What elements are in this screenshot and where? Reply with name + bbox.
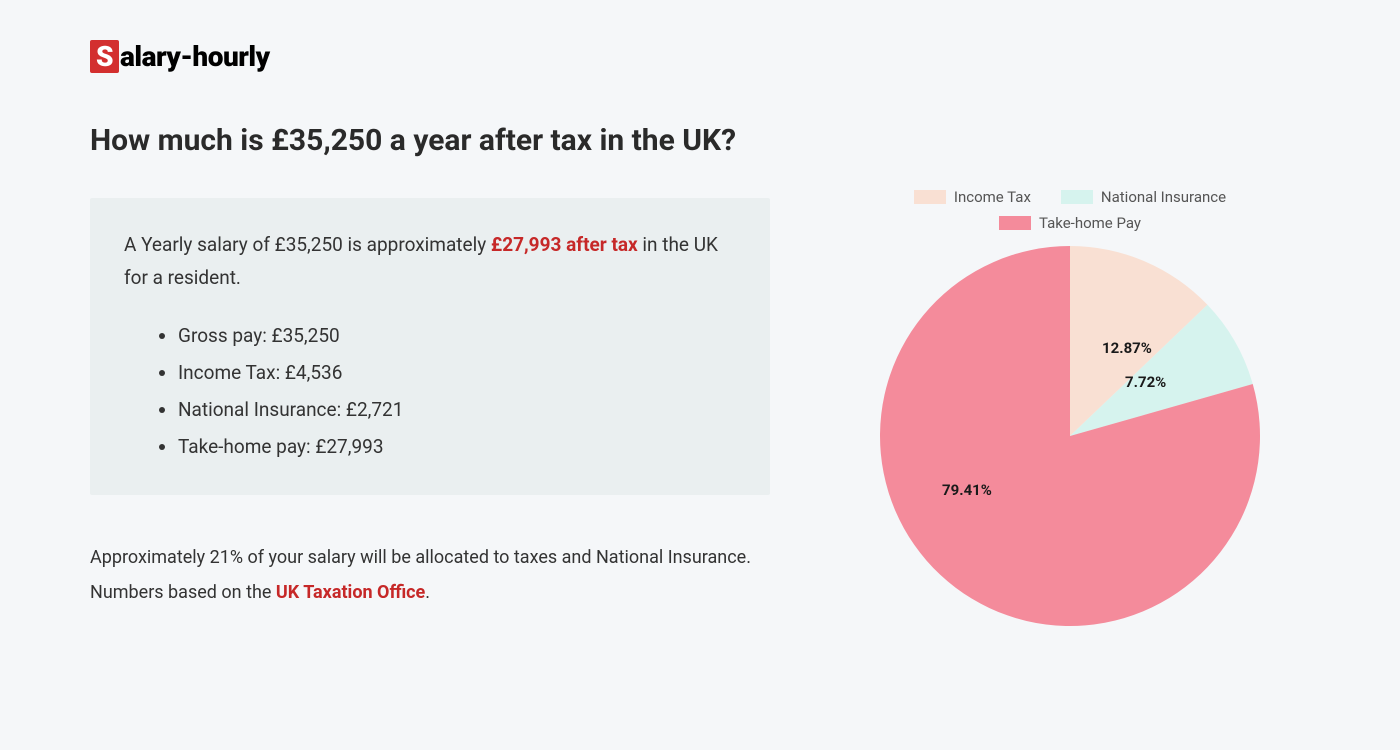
main-content: How much is £35,250 a year after tax in …	[90, 123, 1310, 626]
legend-label: Take-home Pay	[1039, 214, 1141, 232]
logo-rest: alary-hourly	[120, 40, 270, 73]
legend-item-income-tax: Income Tax	[914, 188, 1031, 206]
summary-highlight: £27,993 after tax	[491, 233, 638, 256]
right-column: Income Tax National Insurance Take-home …	[830, 123, 1310, 626]
summary-prefix: A Yearly salary of £35,250 is approximat…	[124, 233, 491, 256]
site-logo: Salary-hourly	[90, 40, 1310, 73]
pie-label-income-tax: 12.87%	[1102, 339, 1152, 357]
legend-item-take-home: Take-home Pay	[999, 214, 1141, 232]
footnote-line2-suffix: .	[425, 582, 430, 603]
legend-swatch	[999, 216, 1031, 230]
list-item: Gross pay: £35,250	[178, 317, 736, 354]
list-item: National Insurance: £2,721	[178, 391, 736, 428]
legend-swatch	[914, 190, 946, 204]
legend-label: National Insurance	[1101, 188, 1226, 206]
page-title: How much is £35,250 a year after tax in …	[90, 123, 770, 158]
legend-label: Income Tax	[954, 188, 1031, 206]
summary-text: A Yearly salary of £35,250 is approximat…	[124, 228, 736, 295]
legend-item-national-insurance: National Insurance	[1061, 188, 1226, 206]
left-column: How much is £35,250 a year after tax in …	[90, 123, 770, 626]
pie-label-national-insurance: 7.72%	[1125, 373, 1166, 391]
footnote: Approximately 21% of your salary will be…	[90, 540, 770, 610]
list-item: Income Tax: £4,536	[178, 354, 736, 391]
list-item: Take-home pay: £27,993	[178, 428, 736, 465]
chart-legend: Income Tax National Insurance Take-home …	[860, 188, 1280, 232]
summary-box: A Yearly salary of £35,250 is approximat…	[90, 198, 770, 495]
footnote-line1: Approximately 21% of your salary will be…	[90, 547, 751, 568]
logo-first-char: S	[90, 40, 119, 73]
footnote-line2-prefix: Numbers based on the	[90, 582, 276, 603]
pie-chart: 12.87% 7.72% 79.41%	[880, 246, 1260, 626]
legend-swatch	[1061, 190, 1093, 204]
pie-svg	[880, 246, 1260, 626]
uk-tax-office-link[interactable]: UK Taxation Office	[276, 582, 425, 603]
breakdown-list: Gross pay: £35,250 Income Tax: £4,536 Na…	[124, 317, 736, 465]
pie-label-take-home: 79.41%	[942, 481, 992, 499]
